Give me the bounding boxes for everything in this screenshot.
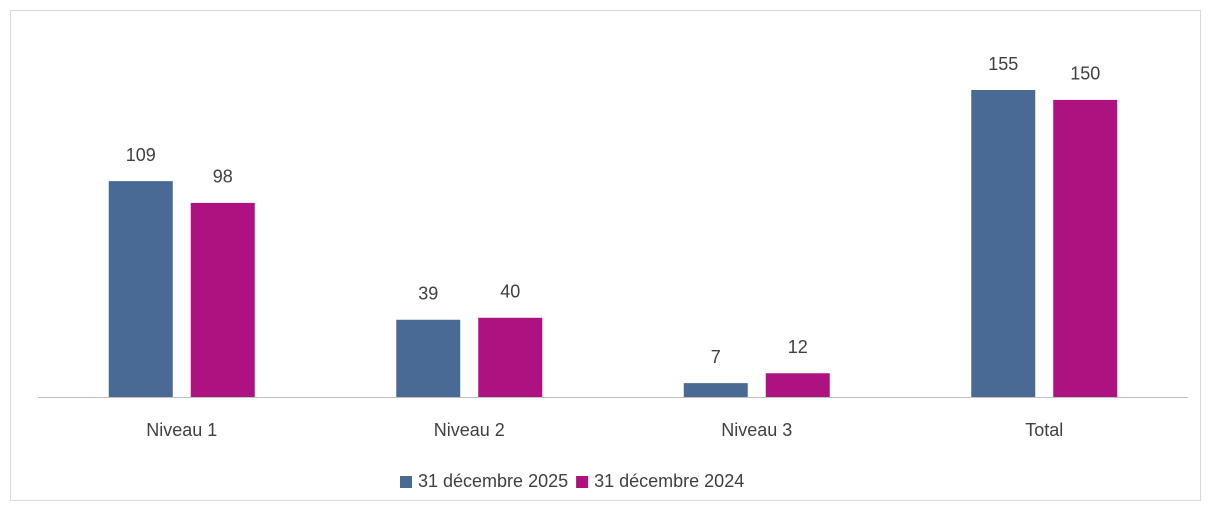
legend-label: 31 décembre 2024 xyxy=(594,471,744,491)
data-label: 40 xyxy=(500,282,520,302)
bar xyxy=(190,202,255,397)
x-tick-label: Niveau 1 xyxy=(146,420,217,440)
x-tick-label: Niveau 3 xyxy=(721,420,792,440)
data-label: 155 xyxy=(988,54,1018,74)
legend-swatch xyxy=(400,476,412,488)
bar xyxy=(478,317,543,397)
bar xyxy=(765,373,830,397)
bar xyxy=(683,383,748,397)
bar xyxy=(396,319,461,397)
data-label: 98 xyxy=(213,167,233,187)
legend-swatch xyxy=(576,476,589,488)
bar xyxy=(971,90,1036,397)
data-label: 39 xyxy=(418,284,438,304)
data-label: 12 xyxy=(788,337,808,357)
data-label: 7 xyxy=(711,347,721,367)
data-label: 109 xyxy=(126,145,156,165)
x-tick-label: Niveau 2 xyxy=(434,420,505,440)
data-label: 150 xyxy=(1070,64,1100,84)
bar xyxy=(108,181,173,397)
legend-label: 31 décembre 2025 xyxy=(418,471,568,491)
x-tick-label: Total xyxy=(1025,420,1063,440)
bar xyxy=(1053,99,1118,397)
